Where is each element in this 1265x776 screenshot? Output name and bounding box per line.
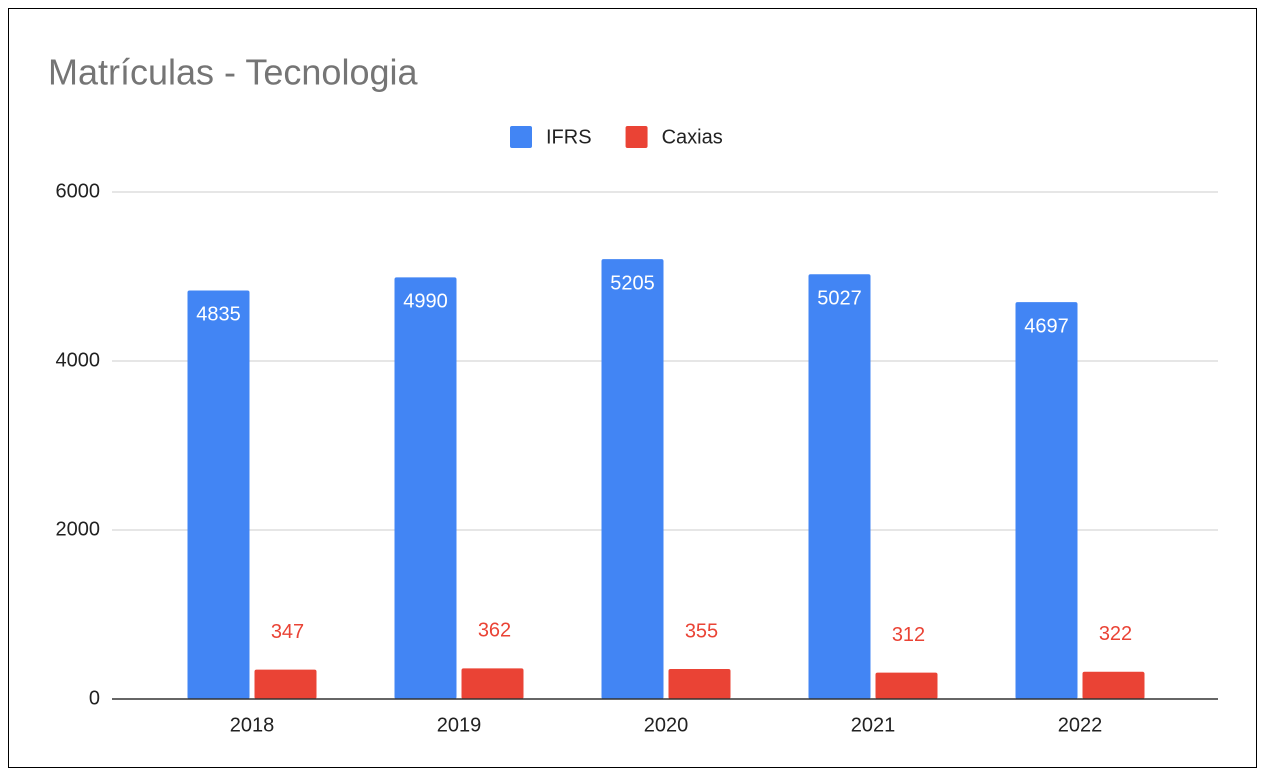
data-label: 347 <box>271 621 304 643</box>
bar <box>875 672 938 699</box>
x-tick-label: 2022 <box>1058 714 1103 736</box>
bar <box>1015 302 1078 699</box>
bar <box>394 277 457 699</box>
bar <box>601 259 664 699</box>
legend-swatch <box>510 126 532 148</box>
data-label: 322 <box>1099 623 1132 645</box>
bar <box>668 669 731 699</box>
y-tick-label: 4000 <box>56 349 101 371</box>
legend-label: Caxias <box>662 126 723 148</box>
data-label: 5205 <box>610 272 655 294</box>
bar <box>808 274 871 699</box>
x-tick-label: 2018 <box>230 714 275 736</box>
data-label: 5027 <box>817 287 862 309</box>
legend-swatch <box>625 126 648 148</box>
data-label: 4697 <box>1024 315 1069 337</box>
x-tick-label: 2020 <box>644 714 689 736</box>
data-label: 355 <box>685 620 718 642</box>
y-tick-label: 2000 <box>56 518 101 540</box>
x-tick-label: 2019 <box>437 714 482 736</box>
x-tick-label: 2021 <box>851 714 896 736</box>
data-label: 362 <box>478 620 511 642</box>
y-tick-label: 6000 <box>56 180 101 202</box>
y-tick-label: 0 <box>89 687 100 709</box>
data-label: 4835 <box>196 304 241 326</box>
data-label: 312 <box>892 624 925 646</box>
bar <box>1082 671 1145 699</box>
chart-title: Matrículas - Tecnologia <box>48 52 418 93</box>
bar <box>461 668 524 699</box>
bar <box>187 290 250 699</box>
legend-label: IFRS <box>546 126 592 148</box>
bar <box>254 669 317 699</box>
data-label: 4990 <box>403 291 448 313</box>
